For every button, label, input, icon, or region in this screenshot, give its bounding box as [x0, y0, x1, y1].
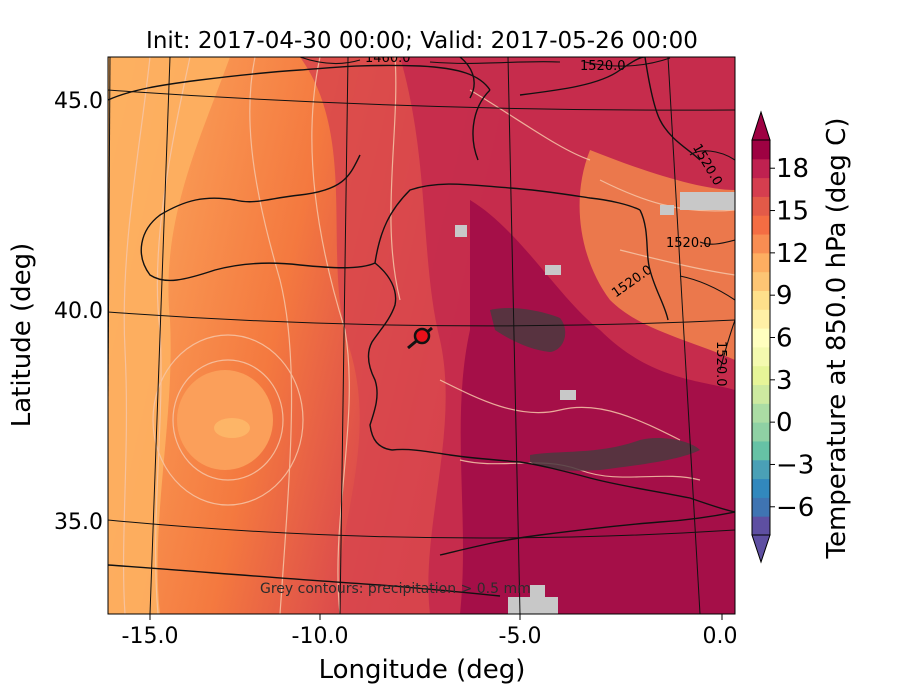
- y-tick-label: 35.0: [54, 510, 103, 535]
- colorbar-label: Temperature at 850.0 hPa (deg C): [822, 118, 852, 560]
- colorbar-segment: [752, 158, 770, 179]
- colorbar-segment: [752, 384, 770, 404]
- height-contour-label: 1460.0: [365, 51, 411, 66]
- colorbar-segment: [752, 346, 770, 367]
- colorbar-segment: [752, 497, 770, 517]
- colorbar-tick-label: 18: [776, 154, 809, 184]
- height-contour-label: 1520.0: [713, 341, 728, 387]
- colorbar-segment: [752, 252, 770, 273]
- y-tick-label: 45.0: [54, 89, 103, 114]
- colorbar-extend-min: [751, 534, 771, 564]
- x-axis: -15.0 -10.0 -5.0 0.0 Longitude (deg): [122, 614, 738, 685]
- colorbar-tick-label: −6: [776, 493, 814, 523]
- colorbar-segment: [752, 478, 770, 498]
- colorbar: 18 15 12 9 6 3 0 −3 −6: [751, 110, 814, 564]
- height-contour-label: 1520.0: [666, 236, 712, 251]
- x-tick-label: -5.0: [499, 624, 542, 649]
- colorbar-tick-label: 9: [776, 281, 793, 311]
- temperature-band-cool-west: [108, 57, 230, 614]
- x-tick-label: 0.0: [703, 624, 738, 649]
- latitude-line-45: [108, 89, 735, 111]
- y-tick-label: 40.0: [54, 299, 103, 324]
- colorbar-segment: [752, 177, 770, 197]
- colorbar-tick-label: 12: [776, 239, 809, 269]
- colorbar-segment: [752, 234, 770, 254]
- colorbar-extend-max: [751, 110, 771, 141]
- colorbar-tick-label: −3: [776, 450, 814, 480]
- colorbar-tick-label: 15: [776, 197, 809, 227]
- colorbar-segment: [752, 196, 770, 216]
- latitude-line-40: [108, 311, 735, 327]
- temperature-cool-core: [214, 418, 250, 438]
- colorbar-segment: [752, 140, 770, 160]
- height-contours: [299, 57, 735, 371]
- colorbar-segment: [752, 215, 770, 235]
- longitude-line-0: [667, 57, 701, 614]
- precipitation-areas: [455, 192, 735, 614]
- colorbar-segment: [752, 440, 770, 461]
- colorbar-segment: [752, 403, 770, 423]
- graticule: [108, 57, 735, 614]
- precipitation-contours-dark: [490, 307, 700, 471]
- x-axis-label: Longitude (deg): [319, 655, 526, 685]
- coastlines: [108, 57, 735, 597]
- colorbar-tick-label: 0: [776, 408, 793, 438]
- colorbar-segment: [752, 309, 770, 329]
- map-frame: [107, 56, 736, 615]
- colorbar-segment: [752, 516, 770, 536]
- colorbar-segment: [752, 365, 770, 386]
- longitude-line-neg15: [149, 57, 171, 614]
- x-tick-label: -15.0: [122, 624, 179, 649]
- chart-title: Init: 2017-04-30 00:00; Valid: 2017-05-2…: [146, 28, 698, 54]
- map-panel: 1460.0 1520.0 1520.0 1520.0 1520.0 1520.…: [108, 51, 735, 614]
- y-axis-label: Latitude (deg): [7, 243, 37, 428]
- precipitation-annotation: Grey contours: precipitation > 0.5 mm: [260, 581, 531, 597]
- colorbar-segment: [752, 271, 770, 291]
- colorbar-segment: [752, 459, 770, 480]
- longitude-line-neg10: [339, 57, 349, 614]
- x-tick-label: -10.0: [292, 624, 349, 649]
- location-marker: [413, 327, 431, 345]
- colorbar-segment: [752, 422, 770, 442]
- temperature-band-20: [460, 200, 735, 614]
- latitude-line-35: [108, 519, 735, 539]
- y-axis: 45.0 40.0 35.0 Latitude (deg): [7, 89, 103, 535]
- colorbar-segment: [752, 290, 770, 310]
- height-contour-label: 1520.0: [580, 59, 626, 74]
- colorbar-tick-label: 3: [776, 366, 793, 396]
- longitude-line-neg5: [507, 57, 521, 614]
- colorbar-tick-label: 6: [776, 324, 793, 354]
- colorbar-segment: [752, 328, 770, 348]
